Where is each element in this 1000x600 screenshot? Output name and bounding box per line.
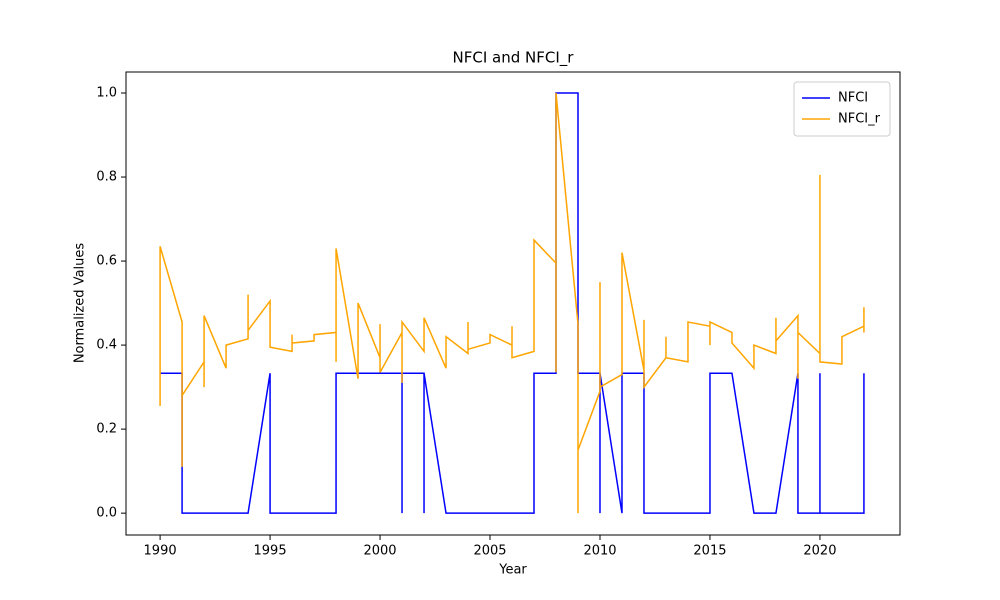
x-tick-label: 2015 [693,544,726,559]
x-tick-label: 1995 [254,544,287,559]
x-axis-label: Year [498,563,527,578]
x-tick-label: 2000 [363,544,396,559]
y-tick-label: 0.4 [96,338,117,353]
data-line [159,92,865,514]
legend-label: NFCI [838,91,868,106]
plot-frame [125,71,901,536]
x-tick-label: 2010 [583,544,616,559]
y-tick-label: 0.2 [96,422,117,437]
legend-box [793,81,891,137]
y-tick-label: 0.6 [96,254,117,269]
x-tick-label: 1990 [144,544,177,559]
x-tick-label: 2020 [803,544,836,559]
y-tick-label: 0.0 [96,506,117,521]
legend-label: NFCI_r [838,112,881,127]
y-tick-label: 0.8 [96,170,117,185]
x-tick-label: 2005 [473,544,506,559]
y-axis-label: Normalized Values [73,243,88,364]
chart-title: NFCI and NFCI_r [453,49,575,68]
data-line [160,92,865,514]
y-tick-label: 1.0 [96,86,117,101]
